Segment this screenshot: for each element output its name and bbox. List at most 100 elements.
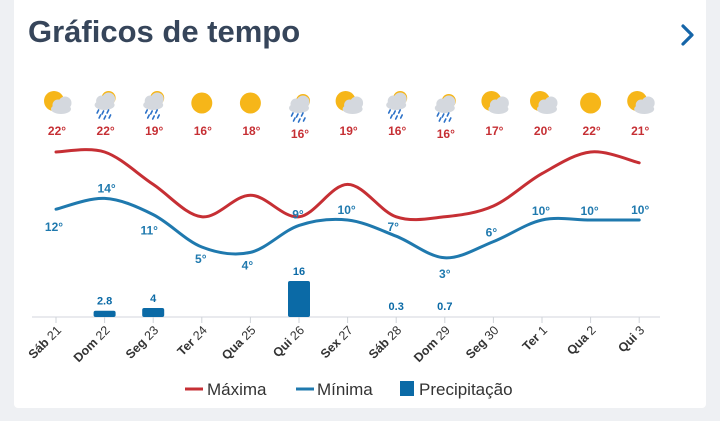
rain-drops [290,112,306,123]
cloud-shape [537,96,558,114]
x-tick-label: Qui 26 [270,323,307,360]
svg-text:Qui 3: Qui 3 [615,323,647,355]
rain-icon [289,94,310,123]
max-temp-label: 16° [194,124,212,138]
x-tick-label: Sex 27 [318,323,356,361]
x-tick-label: Sáb 21 [26,323,64,361]
max-temp-label: 19° [145,124,163,138]
precipitation-bar [93,310,116,317]
chevron-right-icon[interactable] [674,22,700,48]
x-tick-label: Qua 25 [219,323,258,362]
min-temp-label: 14° [98,181,116,195]
x-tick-label: Dom 22 [71,323,113,365]
x-tick-label: Seg 30 [463,323,501,361]
max-temp-label: 22° [48,124,66,138]
min-temp-label: 10° [581,204,599,218]
max-temp-label: 19° [340,124,358,138]
min-temp-label: 11° [140,224,158,238]
cloud-shape [488,96,509,114]
rain-drops [144,109,160,120]
rain-drops [387,109,404,120]
cloud-shape [386,92,407,110]
cloud-shape [342,96,364,114]
max-temp-line [54,148,641,222]
sun-shape [191,92,213,114]
min-temp-label: 7° [387,220,399,234]
sun-shape [580,92,602,114]
partly-cloudy-icon [44,91,72,114]
precipitation-label: 0.7 [437,301,452,313]
rain-icon [434,94,456,123]
min-temp-label: 6° [486,226,498,240]
min-temp-label: 10° [338,203,356,217]
x-tick-label: Sáb 28 [366,323,404,361]
precipitation-label: 2.8 [97,296,112,308]
svg-text:Sex 27: Sex 27 [318,323,356,361]
page-title: Gráficos de tempo [28,14,301,49]
cloud-shape [634,96,655,114]
sun-icon [580,92,602,114]
partly-cloudy-icon [335,91,364,114]
x-tick-label: Ter 1 [520,323,550,353]
legend-precip-label: Precipitação [419,380,513,399]
svg-text:Ter 24: Ter 24 [175,323,210,358]
svg-text:Dom 22: Dom 22 [71,323,113,365]
precipitation-bar [288,281,310,317]
svg-text:Ter 1: Ter 1 [520,323,550,353]
x-tick-label: Qua 2 [564,323,599,358]
min-temp-label: 10° [631,203,649,217]
max-temp-label: 22° [583,124,601,138]
max-temp-label: 16° [437,127,455,141]
max-temp-label: 20° [534,124,552,138]
cloud-shape [289,95,310,113]
max-temp-label: 16° [388,124,406,138]
max-temp-label: 18° [242,124,260,138]
min-temp-label: 10° [532,204,550,218]
precipitation-bar [142,308,165,317]
x-tick-label: Qui 3 [615,323,647,355]
legend-precip-swatch [400,381,414,396]
svg-text:Seg 23: Seg 23 [123,323,161,361]
legend-max-label: Máxima [207,380,267,399]
max-temp-label: 21° [631,124,649,138]
svg-text:Sáb 28: Sáb 28 [366,323,404,361]
x-tick-label: Dom 29 [411,323,453,365]
svg-text:Qui 26: Qui 26 [270,323,307,360]
precipitation-label: 0.3 [389,301,404,313]
rain-drops [436,112,452,123]
precipitation-label: 16 [293,266,305,278]
partly-cloudy-icon [481,91,509,114]
svg-text:Dom 29: Dom 29 [411,323,453,365]
sun-shape [239,92,261,114]
svg-text:Qua 25: Qua 25 [219,323,258,362]
rain-drops [96,109,112,120]
min-temp-label: 4° [242,258,254,272]
svg-text:Sáb 21: Sáb 21 [26,323,64,361]
x-tick-label: Seg 23 [123,323,161,361]
rain-icon [386,91,408,120]
cloud-shape [143,92,164,110]
sun-icon [191,92,213,114]
max-temp-label: 22° [97,124,115,138]
sun-icon [239,92,261,114]
min-temp-line [54,196,641,260]
max-temp-label: 17° [485,124,503,138]
max-temp-label: 16° [291,127,309,141]
rain-icon [143,91,165,120]
precipitation-label: 4 [150,293,157,305]
partly-cloudy-icon [530,91,558,114]
partly-cloudy-icon [627,91,655,114]
min-temp-label: 12° [45,220,63,234]
chart-legend: Máxima Mínima Precipitação [185,380,513,399]
cloud-shape [51,96,72,114]
min-temp-label: 9° [292,207,304,221]
min-temp-label: 3° [439,267,451,281]
rain-icon [94,91,116,120]
x-tick-label: Ter 24 [175,323,210,358]
cloud-shape [94,92,116,110]
svg-text:Qua 2: Qua 2 [564,323,599,358]
svg-text:Seg 30: Seg 30 [463,323,501,361]
legend-min-label: Mínima [317,380,373,399]
cloud-shape [434,95,456,113]
